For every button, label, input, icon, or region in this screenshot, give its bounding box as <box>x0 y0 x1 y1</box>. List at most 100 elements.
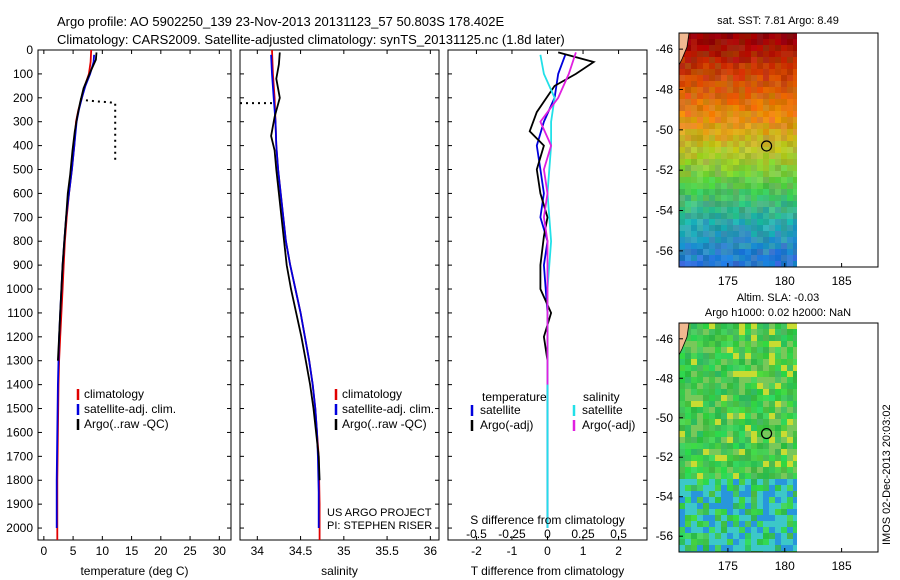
map-cell <box>793 437 797 443</box>
map-cell <box>685 443 691 449</box>
map-cell <box>739 141 745 147</box>
map-cell <box>691 389 697 395</box>
map-cell <box>709 117 715 123</box>
map-cell <box>745 413 751 419</box>
map-cell <box>721 419 727 425</box>
map-cell <box>751 413 757 419</box>
map-cell <box>733 237 739 243</box>
map-cell <box>793 395 797 401</box>
map-cell <box>691 87 697 93</box>
map-cell <box>709 237 715 243</box>
map-cell <box>721 255 727 261</box>
map-cell <box>787 353 793 359</box>
map-cell <box>793 231 797 237</box>
map-cell <box>787 255 793 261</box>
map-cell <box>733 261 739 267</box>
map-cell <box>733 533 739 539</box>
map-cell <box>787 467 793 473</box>
map-cell <box>757 413 763 419</box>
map-cell <box>697 335 703 341</box>
map-cell <box>757 231 763 237</box>
map-cell <box>697 117 703 123</box>
map-cell <box>727 377 733 383</box>
map-cell <box>679 165 685 171</box>
map-cell <box>697 521 703 527</box>
series-line-argo-flagged <box>79 98 117 160</box>
map-cell <box>787 219 793 225</box>
map-cell <box>715 341 721 347</box>
map-cell <box>691 401 697 407</box>
map-cell <box>769 75 775 81</box>
map-cell <box>697 545 703 551</box>
map-cell <box>775 497 781 503</box>
map-cell <box>781 39 787 45</box>
map-cell <box>781 141 787 147</box>
map-cell <box>769 335 775 341</box>
map-cell <box>679 347 685 353</box>
map-cell <box>757 123 763 129</box>
map-cell <box>709 207 715 213</box>
map-cell <box>739 129 745 135</box>
map-cell <box>721 539 727 545</box>
map-cell <box>745 45 751 51</box>
map-cell <box>745 129 751 135</box>
map-cell <box>751 135 757 141</box>
map-cell <box>685 201 691 207</box>
map-cell <box>757 111 763 117</box>
map-cell <box>757 87 763 93</box>
map-cell <box>679 401 685 407</box>
map-cell <box>715 33 721 39</box>
map-cell <box>685 87 691 93</box>
map-cell <box>733 225 739 231</box>
map-cell <box>709 111 715 117</box>
map-cell <box>733 497 739 503</box>
map-cell <box>715 347 721 353</box>
map-cell <box>781 63 787 69</box>
map-cell <box>775 377 781 383</box>
map-cell <box>685 407 691 413</box>
map-cell <box>757 341 763 347</box>
map-cell <box>757 533 763 539</box>
map-cell <box>709 189 715 195</box>
x-tick-label: 180 <box>775 559 795 573</box>
map-cell <box>697 231 703 237</box>
map-cell <box>763 383 769 389</box>
y-tick-label: 100 <box>13 67 33 81</box>
map-cell <box>685 117 691 123</box>
map-cell <box>679 503 685 509</box>
map-cell <box>745 425 751 431</box>
x-tick-label: 2 <box>615 544 622 558</box>
map-cell <box>715 455 721 461</box>
map-cell <box>787 123 793 129</box>
map-cell <box>781 117 787 123</box>
map-cell <box>775 473 781 479</box>
map-cell <box>715 353 721 359</box>
map-cell <box>757 515 763 521</box>
map-cell <box>751 323 757 329</box>
map-cell <box>679 213 685 219</box>
map-cell <box>769 329 775 335</box>
map-cell <box>679 413 685 419</box>
map-cell <box>775 443 781 449</box>
map-cell <box>685 213 691 219</box>
map-cell <box>721 479 727 485</box>
map-cell <box>715 129 721 135</box>
map-cell <box>703 135 709 141</box>
map-cell <box>745 165 751 171</box>
y-tick-label: 200 <box>13 91 33 105</box>
map-cell <box>727 341 733 347</box>
map-cell <box>739 503 745 509</box>
map-cell <box>679 135 685 141</box>
map-cell <box>709 33 715 39</box>
map-cell <box>775 57 781 63</box>
map-cell <box>751 443 757 449</box>
map-cell <box>697 329 703 335</box>
map-cell <box>685 425 691 431</box>
map-cell <box>757 491 763 497</box>
map-cell <box>715 255 721 261</box>
map-cell <box>745 171 751 177</box>
map-cell <box>781 425 787 431</box>
legend-label: Argo(..raw -QC) <box>342 417 427 431</box>
map-cell <box>679 383 685 389</box>
map-cell <box>733 359 739 365</box>
